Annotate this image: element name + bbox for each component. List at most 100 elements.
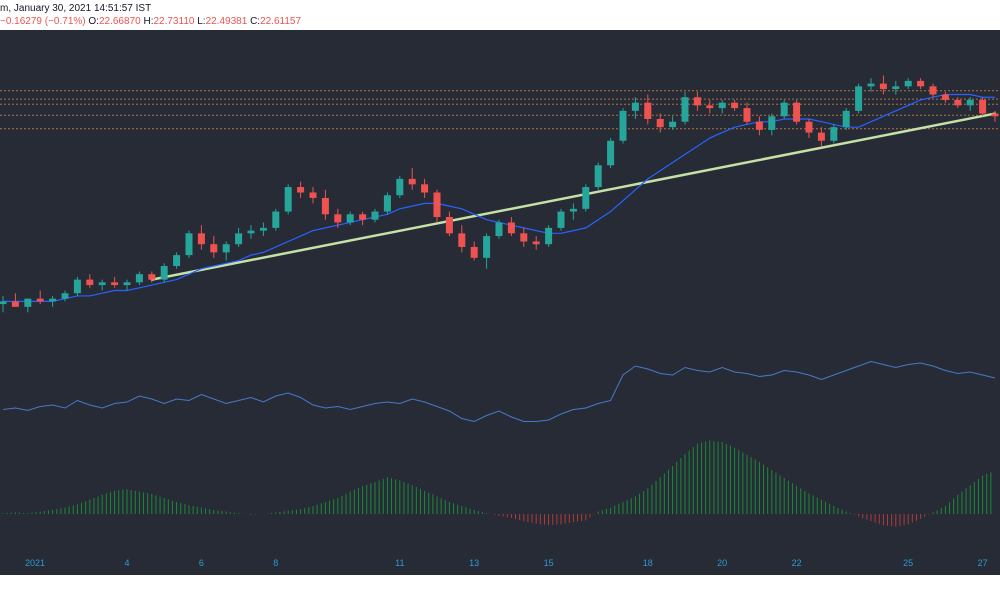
candle-body bbox=[433, 192, 441, 217]
candle-body bbox=[272, 211, 280, 228]
candle-body bbox=[135, 274, 143, 283]
candle-body bbox=[334, 214, 342, 223]
candle-body bbox=[247, 230, 255, 234]
candle-body bbox=[755, 121, 763, 130]
candle-body bbox=[904, 80, 912, 87]
candle-body bbox=[619, 110, 627, 141]
candle-body bbox=[408, 178, 416, 185]
candle-body bbox=[545, 227, 553, 245]
candle-body bbox=[284, 187, 292, 212]
candle-body bbox=[396, 178, 404, 196]
legend-low-value: 22.49381 bbox=[205, 16, 248, 27]
candle-body bbox=[569, 208, 577, 212]
x-tick-label: 6 bbox=[198, 558, 204, 568]
candle-body bbox=[780, 102, 788, 117]
candle-body bbox=[222, 244, 230, 253]
candle-body bbox=[210, 244, 218, 253]
x-tick-label: 11 bbox=[395, 558, 405, 568]
candle-body bbox=[173, 255, 181, 266]
trendline bbox=[150, 112, 997, 281]
candle-body bbox=[644, 102, 652, 119]
candle-body bbox=[607, 140, 615, 166]
candle-body bbox=[49, 298, 57, 302]
x-tick-label: 27 bbox=[977, 558, 988, 568]
candle-body bbox=[495, 222, 503, 237]
candle-body bbox=[879, 83, 887, 90]
candle-body bbox=[520, 233, 528, 242]
legend-ohlc: −0.16279 (−0.71%) O:22.66870 H:22.73110 … bbox=[0, 16, 301, 28]
candle-body bbox=[966, 99, 974, 106]
candle-body bbox=[421, 184, 429, 193]
candle-body bbox=[259, 227, 267, 231]
candle-body bbox=[830, 127, 838, 141]
price-chart[interactable] bbox=[0, 30, 1000, 555]
legend-high-label: H: bbox=[143, 16, 154, 27]
rsi-line bbox=[2, 360, 996, 423]
candle-body bbox=[594, 165, 602, 188]
x-tick-label: 4 bbox=[124, 558, 130, 568]
candle-body bbox=[669, 121, 677, 128]
candle-body bbox=[991, 113, 999, 117]
candle-body bbox=[86, 279, 94, 286]
candle-body bbox=[507, 222, 515, 234]
candle-body bbox=[235, 233, 243, 245]
candle-body bbox=[693, 97, 701, 106]
candle-body bbox=[483, 236, 491, 258]
candle-body bbox=[309, 192, 317, 198]
legend-close-value: 22.61157 bbox=[260, 16, 302, 27]
candle-body bbox=[941, 94, 949, 100]
candle-body bbox=[458, 233, 466, 247]
chart-plot-area[interactable] bbox=[0, 30, 1000, 575]
x-tick-label: 18 bbox=[642, 558, 653, 568]
candle-body bbox=[148, 274, 156, 280]
legend-header: m, January 30, 2021 14:51:57 IST −0.1627… bbox=[0, 0, 1000, 30]
candle-body bbox=[817, 132, 825, 141]
x-tick-label: 13 bbox=[469, 558, 480, 568]
candle-body bbox=[631, 102, 639, 111]
candle-body bbox=[718, 102, 726, 109]
candle-body bbox=[731, 102, 739, 109]
candle-body bbox=[557, 211, 565, 228]
candle-body bbox=[24, 298, 32, 307]
candle-body bbox=[321, 197, 329, 215]
legend-open-label: O: bbox=[88, 16, 99, 27]
x-tick-label: 22 bbox=[791, 558, 802, 568]
candle-body bbox=[61, 293, 69, 299]
x-tick-label: 8 bbox=[273, 558, 279, 568]
candle-body bbox=[297, 187, 305, 193]
legend-title: m, January 30, 2021 14:51:57 IST bbox=[0, 3, 151, 15]
candle-body bbox=[867, 83, 875, 87]
candle-body bbox=[582, 187, 590, 209]
candle-body bbox=[656, 119, 664, 128]
x-tick-label: 25 bbox=[903, 558, 914, 568]
legend-title-text: m, January 30, 2021 14:51:57 IST bbox=[0, 3, 152, 14]
candle-body bbox=[842, 110, 850, 128]
candle-body bbox=[185, 233, 193, 256]
chart-footer bbox=[0, 575, 1000, 600]
time-axis[interactable]: 2021 4 6 8 11 13 15 18 20 22 25 27 bbox=[0, 555, 1000, 575]
candle-body bbox=[123, 282, 131, 286]
candle-body bbox=[197, 233, 205, 245]
candle-body bbox=[768, 116, 776, 130]
candle-body bbox=[892, 86, 900, 90]
candle-body bbox=[917, 80, 925, 87]
candle-body bbox=[706, 105, 714, 109]
legend-low-label: L: bbox=[197, 16, 206, 27]
candle-body bbox=[11, 301, 19, 307]
candle-body bbox=[98, 282, 106, 286]
x-tick-label: 20 bbox=[717, 558, 728, 568]
candle-body bbox=[743, 108, 751, 122]
candle-body bbox=[445, 217, 453, 234]
candle-body bbox=[929, 86, 937, 95]
candle-body bbox=[160, 266, 168, 280]
candle-body bbox=[532, 241, 540, 245]
candle-body bbox=[36, 298, 44, 302]
x-tick-label: 15 bbox=[543, 558, 554, 568]
candle-body bbox=[855, 86, 863, 111]
candle-body bbox=[359, 214, 367, 220]
candle-body bbox=[346, 214, 354, 223]
candle-body bbox=[979, 99, 987, 114]
candle-body bbox=[383, 195, 391, 212]
legend-open-value: 22.66870 bbox=[98, 16, 141, 27]
x-tick-label: 2021 bbox=[24, 558, 46, 568]
